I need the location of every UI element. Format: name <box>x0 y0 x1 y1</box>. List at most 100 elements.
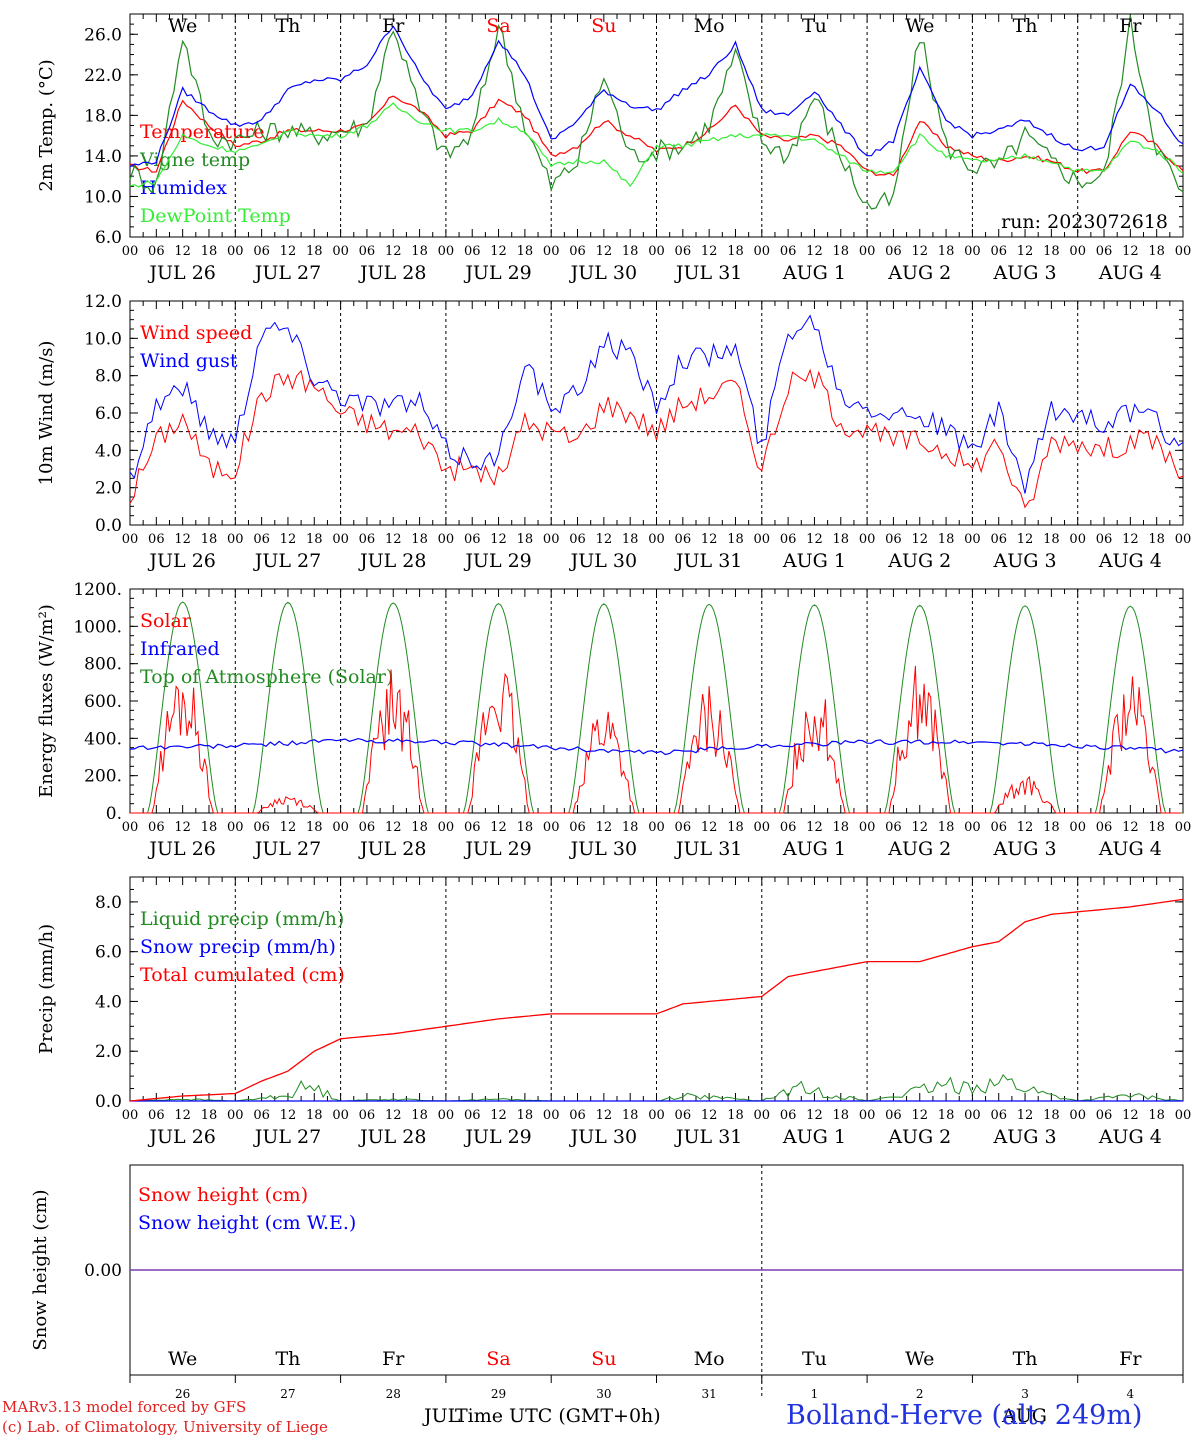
day-label: AUG 2 <box>887 1126 951 1148</box>
hour-tick-label: 00 <box>859 1108 876 1123</box>
month-label-aug: AUG <box>1002 1405 1047 1427</box>
hour-tick-label: 00 <box>1175 532 1192 547</box>
day-label: JUL 26 <box>147 838 215 860</box>
day-label: JUL 31 <box>674 550 742 572</box>
hour-tick-label: 12 <box>1122 820 1139 835</box>
hour-tick-label: 00 <box>332 820 349 835</box>
weekday-label: Tu <box>802 15 827 37</box>
hour-tick-label: 12 <box>806 1108 823 1123</box>
hour-tick-label: 06 <box>464 244 481 259</box>
y-tick-label: 600. <box>84 692 122 712</box>
hour-tick-label: 12 <box>385 532 402 547</box>
legend-entry: Top of Atmosphere (Solar) <box>140 666 393 688</box>
hour-tick-label: 12 <box>280 532 297 547</box>
series-line-wind-gust <box>129 314 1184 494</box>
day-number: 2 <box>916 1387 924 1401</box>
plot-frame <box>129 588 1184 814</box>
hour-tick-label: 18 <box>938 532 955 547</box>
hour-tick-label: 18 <box>938 820 955 835</box>
hour-tick-label: 12 <box>280 1108 297 1123</box>
series-line-wind-speed <box>129 368 1184 509</box>
hour-tick-label: 18 <box>938 244 955 259</box>
series-line-vigne-temp <box>129 14 1184 210</box>
hour-tick-label: 00 <box>543 820 560 835</box>
day-number: 29 <box>491 1387 506 1401</box>
hour-tick-label: 06 <box>885 244 902 259</box>
legend-entry: Snow height (cm) <box>138 1184 308 1206</box>
hour-tick-label: 06 <box>359 532 376 547</box>
hour-tick-label: 00 <box>332 532 349 547</box>
day-number: 28 <box>386 1387 401 1401</box>
hour-tick-label: 12 <box>911 532 928 547</box>
hour-tick-label: 06 <box>1096 1108 1113 1123</box>
hour-tick-label: 06 <box>464 532 481 547</box>
panel-temperature: 00 06 12 18 00 06 12 18 00 06 12 18 00 06 12 18 00 06 12 18… <box>36 13 1191 284</box>
y-tick-label: 6.0 <box>95 404 122 424</box>
weekday-label: We <box>168 1348 197 1370</box>
hour-tick-label: 00 <box>227 532 244 547</box>
weekday-label: Fr <box>382 15 405 37</box>
day-number: 26 <box>175 1387 190 1401</box>
hour-tick-label: 12 <box>1122 532 1139 547</box>
y-tick-label: 0.00 <box>84 1261 122 1281</box>
hour-tick-label: 12 <box>596 820 613 835</box>
hour-tick-label: 12 <box>490 244 507 259</box>
hour-tick-label: 06 <box>675 820 692 835</box>
hour-tick-label: 18 <box>306 244 323 259</box>
series-line-humidex <box>129 25 1184 168</box>
hour-tick-label: 00 <box>122 1108 139 1123</box>
month-label-jul: JUL <box>424 1405 461 1427</box>
legend-entry: Vigne temp <box>139 149 250 171</box>
hour-tick-label: 18 <box>1043 532 1060 547</box>
day-label: JUL 28 <box>358 262 426 284</box>
day-number: 3 <box>1021 1387 1029 1401</box>
y-tick-label: 26.0 <box>84 25 122 45</box>
run-label: run: 2023072618 <box>1001 211 1168 233</box>
legend-entry: Solar <box>140 610 192 632</box>
hour-tick-label: 00 <box>964 244 981 259</box>
weekday-label: Th <box>1013 15 1038 37</box>
hour-tick-label: 18 <box>622 244 639 259</box>
day-label: JUL 27 <box>253 1126 321 1148</box>
hour-tick-label: 18 <box>306 532 323 547</box>
hour-tick-label: 06 <box>990 820 1007 835</box>
hour-tick-label: 12 <box>1017 244 1034 259</box>
day-label: AUG 3 <box>993 550 1057 572</box>
hour-tick-label: 00 <box>1069 532 1086 547</box>
hour-tick-label: 12 <box>385 820 402 835</box>
hour-tick-label: 00 <box>648 244 665 259</box>
weekday-label: We <box>905 15 934 37</box>
y-axis-label: Energy fluxes (W/m²) <box>36 604 57 798</box>
y-tick-label: 14.0 <box>84 147 122 167</box>
hour-tick-label: 12 <box>806 244 823 259</box>
hour-tick-label: 18 <box>833 532 850 547</box>
hour-tick-label: 18 <box>727 532 744 547</box>
hour-tick-label: 00 <box>332 244 349 259</box>
hour-tick-label: 12 <box>1122 244 1139 259</box>
hour-tick-label: 12 <box>701 1108 718 1123</box>
y-tick-label: 12.0 <box>84 292 122 312</box>
y-tick-label: 1200. <box>73 580 122 600</box>
legend-entry: Wind speed <box>140 322 252 344</box>
hour-tick-label: 12 <box>806 532 823 547</box>
y-axis-label: 2m Temp. (°C) <box>36 59 57 191</box>
day-label: AUG 3 <box>993 838 1057 860</box>
day-label: JUL 30 <box>569 838 637 860</box>
hour-tick-label: 00 <box>648 1108 665 1123</box>
hour-tick-label: 18 <box>517 820 534 835</box>
hour-tick-label: 18 <box>201 820 218 835</box>
day-label: JUL 29 <box>463 1126 531 1148</box>
y-tick-label: 200. <box>84 767 122 787</box>
hour-tick-label: 18 <box>411 244 428 259</box>
hour-tick-label: 12 <box>1017 1108 1034 1123</box>
day-label: JUL 27 <box>253 262 321 284</box>
hour-tick-label: 00 <box>122 820 139 835</box>
y-tick-label: 0.0 <box>95 516 122 536</box>
weekday-label: Th <box>1013 1348 1038 1370</box>
y-tick-label: 6.0 <box>95 943 122 963</box>
y-tick-label: 4.0 <box>95 441 122 461</box>
hour-tick-label: 18 <box>1148 1108 1165 1123</box>
panel-precip: 00 06 12 18 00 06 12 18 00 06 12 18 00 06 12 18 00 06 12 18… <box>36 876 1191 1148</box>
day-label: AUG 1 <box>782 1126 846 1148</box>
hour-tick-label: 18 <box>411 532 428 547</box>
